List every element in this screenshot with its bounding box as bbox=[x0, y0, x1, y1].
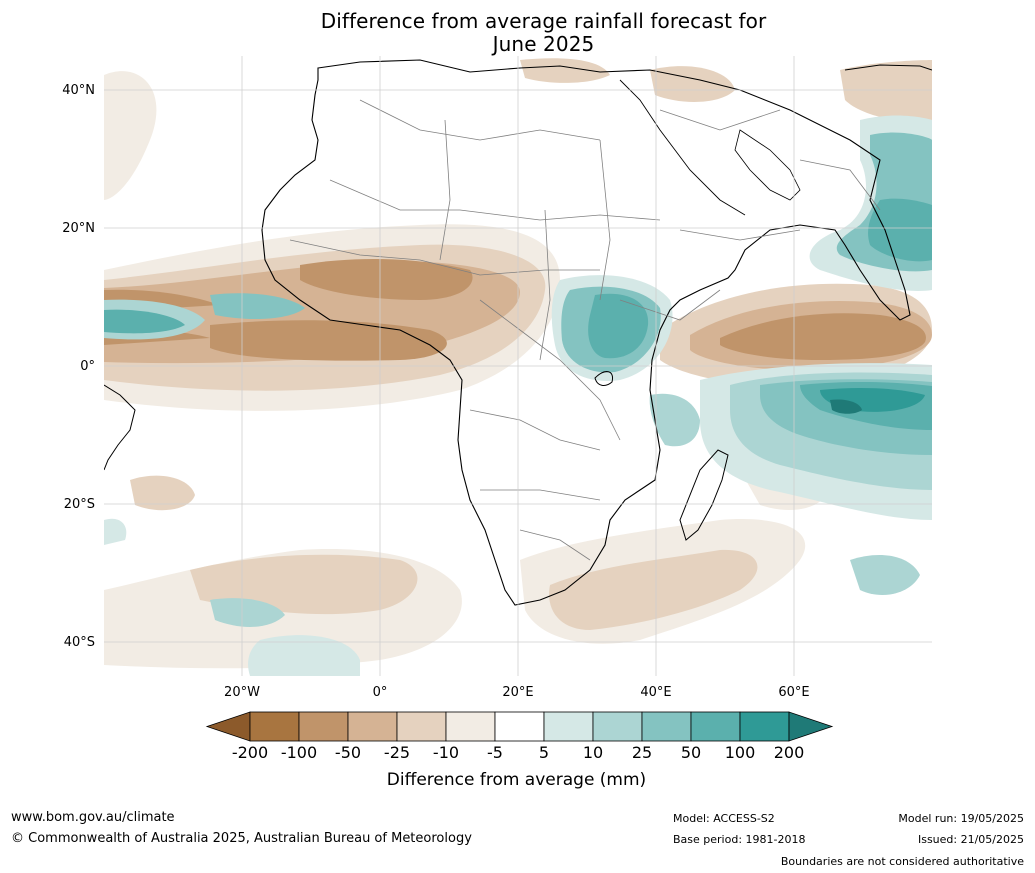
wet-anomaly-shading bbox=[104, 115, 932, 676]
colorbar-extend-high bbox=[788, 711, 834, 742]
colorbar-extend-low bbox=[205, 711, 251, 742]
colorbar-label: 10 bbox=[582, 743, 604, 762]
colorbar-segment bbox=[641, 711, 692, 742]
lon-tick-20e: 20°E bbox=[502, 685, 534, 700]
colorbar-segment bbox=[592, 711, 643, 742]
colorbar-label: -200 bbox=[231, 743, 269, 762]
colorbar-label: 25 bbox=[631, 743, 653, 762]
lat-tick-40s: 40°S bbox=[63, 635, 95, 650]
lon-tick-0: 0° bbox=[372, 685, 388, 700]
lat-tick-0: 0° bbox=[80, 359, 95, 374]
title-line-2: June 2025 bbox=[492, 32, 595, 56]
colorbar-label: 200 bbox=[773, 743, 805, 762]
colorbar-label: -10 bbox=[432, 743, 460, 762]
title-line-1: Difference from average rainfall forecas… bbox=[320, 9, 767, 33]
colorbar-segment bbox=[494, 711, 545, 742]
colorbar-label: -25 bbox=[383, 743, 411, 762]
colorbar-segment bbox=[739, 711, 790, 742]
footer-issued: Issued: 21/05/2025 bbox=[917, 833, 1024, 846]
colorbar-segment bbox=[690, 711, 741, 742]
colorbar-segment bbox=[543, 711, 594, 742]
colorbar-label: 5 bbox=[538, 743, 550, 762]
colorbar-label: -5 bbox=[487, 743, 503, 762]
footer-copyright: © Commonwealth of Australia 2025, Austra… bbox=[11, 831, 472, 846]
lon-tick-60e: 60°E bbox=[778, 685, 810, 700]
lat-tick-40n: 40°N bbox=[62, 83, 95, 98]
lat-tick-20s: 20°S bbox=[63, 497, 95, 512]
colorbar-label: -100 bbox=[280, 743, 318, 762]
footer-model-run: Model run: 19/05/2025 bbox=[898, 812, 1024, 825]
lon-tick-20w: 20°W bbox=[224, 685, 260, 700]
footer-model: Model: ACCESS-S2 bbox=[673, 812, 775, 825]
gridlines bbox=[104, 56, 932, 676]
footer-disclaimer: Boundaries are not considered authoritat… bbox=[780, 855, 1024, 868]
colorbar-segment bbox=[347, 711, 398, 742]
colorbar-label: 100 bbox=[724, 743, 756, 762]
lon-tick-40e: 40°E bbox=[640, 685, 672, 700]
footer-url: www.bom.gov.au/climate bbox=[11, 810, 175, 825]
chart-title: Difference from average rainfall forecas… bbox=[0, 10, 1035, 56]
colorbar-label: -50 bbox=[334, 743, 362, 762]
country-borders bbox=[289, 99, 881, 561]
colorbar-segment bbox=[298, 711, 349, 742]
colorbar-segment bbox=[445, 711, 496, 742]
coastlines bbox=[104, 59, 932, 606]
colorbar-segment bbox=[249, 711, 300, 742]
colorbar-title: Difference from average (mm) bbox=[386, 770, 647, 790]
colorbar-segment bbox=[396, 711, 447, 742]
colorbar-label: 50 bbox=[680, 743, 702, 762]
footer-base-period: Base period: 1981-2018 bbox=[673, 833, 806, 846]
lat-tick-20n: 20°N bbox=[62, 221, 95, 236]
